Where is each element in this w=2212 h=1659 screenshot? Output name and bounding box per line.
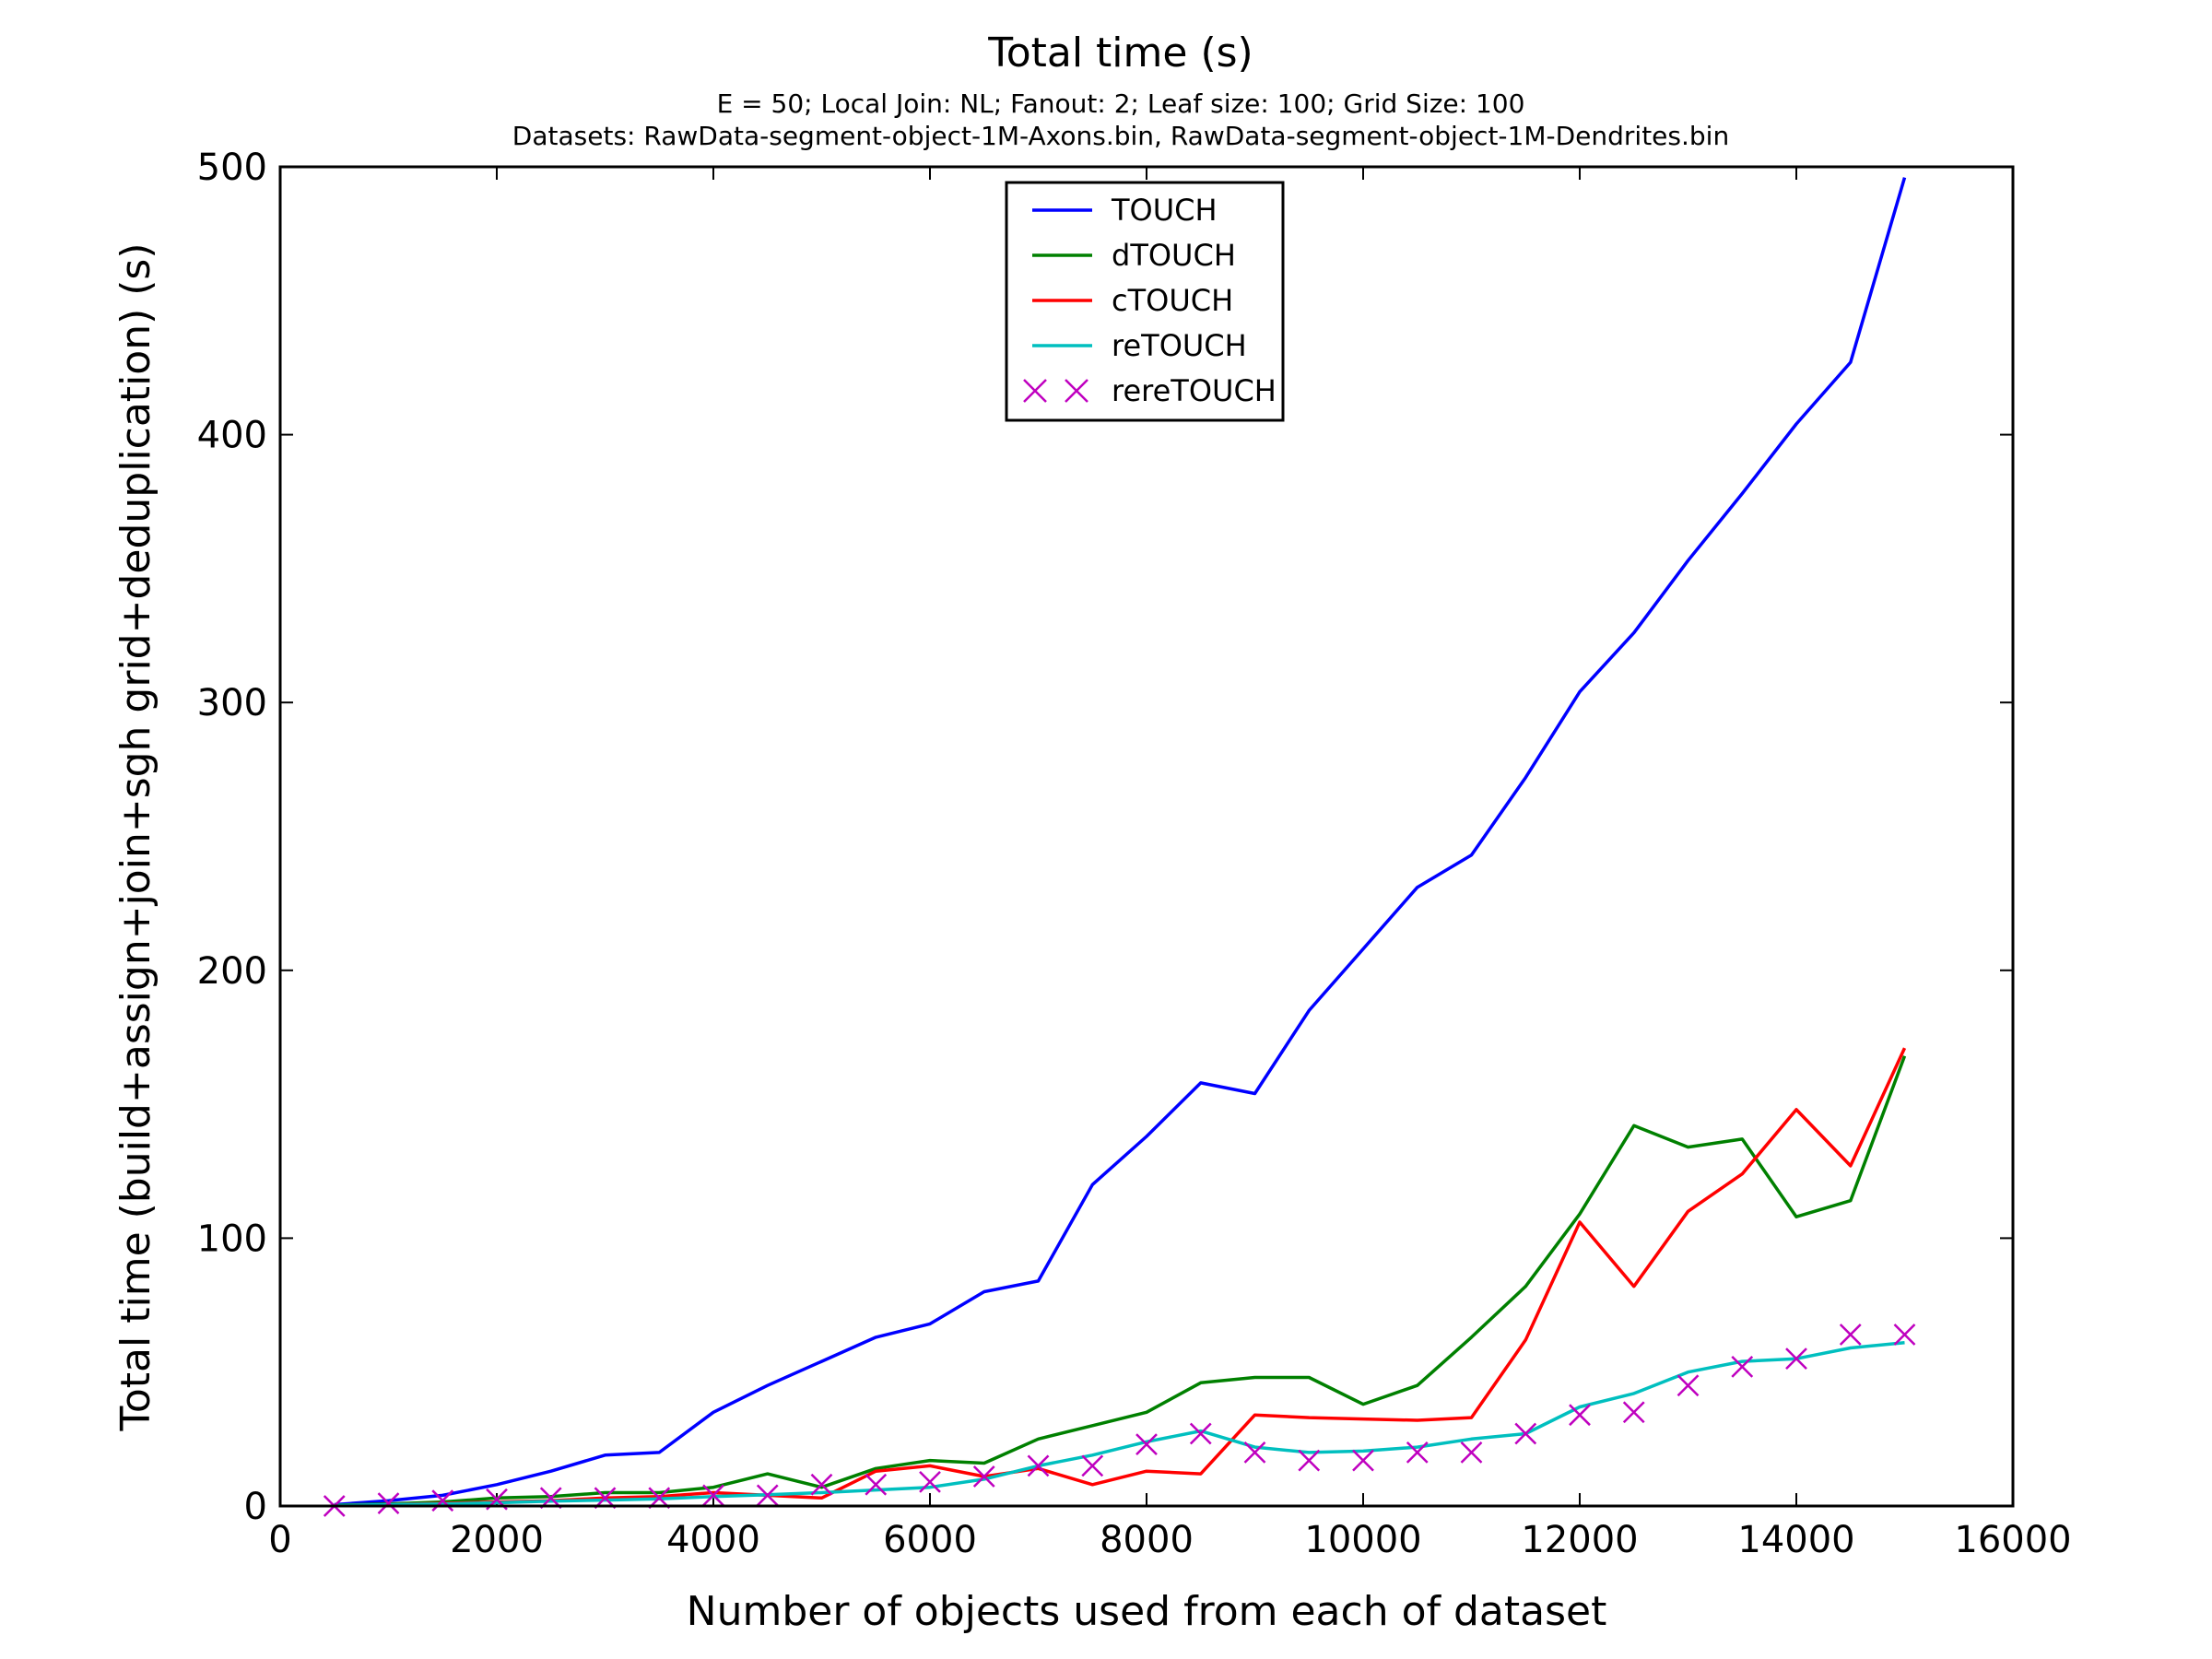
series-markers-reretouch xyxy=(323,1324,1916,1517)
data-point-reretouch xyxy=(972,1465,995,1488)
legend-label-retouch: reTOUCH xyxy=(1112,328,1247,363)
data-point-reretouch xyxy=(1677,1374,1700,1397)
data-point-reretouch xyxy=(1027,1454,1050,1477)
legend-label-dtouch: dTOUCH xyxy=(1112,238,1236,273)
data-point-reretouch xyxy=(756,1484,779,1507)
data-point-reretouch xyxy=(1460,1441,1483,1464)
data-point-reretouch xyxy=(919,1470,941,1493)
series-line-touch xyxy=(334,177,1907,1507)
data-point-reretouch xyxy=(1785,1347,1807,1371)
series-line-ctouch xyxy=(334,1047,1907,1508)
x-tick-label: 10000 xyxy=(1304,1519,1421,1561)
series-line-retouch xyxy=(334,1340,1905,1508)
legend: TOUCH dTOUCH cTOUCH reTOUCH rereTOUCH xyxy=(1005,181,1285,422)
series-layer xyxy=(323,177,1916,1517)
x-tick-label: 0 xyxy=(268,1519,291,1561)
y-tick-label: 400 xyxy=(197,415,267,457)
x-tick-label: 4000 xyxy=(666,1519,760,1561)
x-tick-label: 6000 xyxy=(883,1519,977,1561)
data-point-reretouch xyxy=(1081,1454,1104,1477)
data-point-reretouch xyxy=(702,1484,724,1507)
y-tick-label: 100 xyxy=(197,1218,267,1260)
chart-subtitle-line-2: Datasets: RawData-segment-object-1M-Axon… xyxy=(512,121,1729,151)
data-point-reretouch xyxy=(865,1473,888,1496)
y-tick-label: 500 xyxy=(197,147,267,189)
data-point-reretouch xyxy=(1514,1422,1537,1445)
data-point-reretouch xyxy=(1893,1324,1916,1346)
data-point-reretouch xyxy=(1622,1401,1645,1424)
x-tick-label: 2000 xyxy=(450,1519,544,1561)
series-line-dtouch xyxy=(334,1055,1907,1507)
y-tick-label: 300 xyxy=(197,682,267,724)
chart-title: Total time (s) xyxy=(987,29,1253,76)
data-point-reretouch xyxy=(1135,1433,1158,1456)
ticks-layer: 0 2000 4000 6000 8000 10000 12000 14000 16000 0 10… xyxy=(197,147,2072,1561)
data-point-reretouch xyxy=(1731,1356,1754,1378)
data-point-reretouch xyxy=(1298,1449,1321,1472)
legend-label-ctouch: cTOUCH xyxy=(1112,283,1233,318)
data-point-reretouch xyxy=(1406,1441,1429,1464)
y-tick-label: 200 xyxy=(197,950,267,993)
plot-frame xyxy=(278,165,2015,1508)
x-tick-label: 16000 xyxy=(1954,1519,2071,1561)
data-point-reretouch xyxy=(810,1473,833,1496)
data-point-reretouch xyxy=(377,1492,400,1514)
x-tick-label: 12000 xyxy=(1521,1519,1638,1561)
data-point-reretouch xyxy=(1243,1441,1266,1464)
data-point-reretouch xyxy=(1189,1422,1212,1445)
chart-subtitle-line-1: E = 50; Local Join: NL; Fanout: 2; Leaf … xyxy=(717,88,1525,119)
legend-label-touch: TOUCH xyxy=(1111,193,1218,228)
legend-swatch-reretouch xyxy=(1023,379,1088,403)
legend-label-reretouch: rereTOUCH xyxy=(1112,373,1277,408)
y-axis-label: Total time (build+assign+join+sgh grid+d… xyxy=(112,242,159,1431)
data-point-reretouch xyxy=(1569,1404,1591,1427)
data-point-reretouch xyxy=(1352,1449,1374,1472)
x-axis-label: Number of objects used from each of data… xyxy=(687,1588,1607,1635)
data-point-reretouch xyxy=(431,1489,454,1512)
x-tick-label: 14000 xyxy=(1737,1519,1854,1561)
x-tick-label: 8000 xyxy=(1100,1519,1194,1561)
data-point-reretouch xyxy=(1839,1324,1862,1346)
y-tick-label: 0 xyxy=(244,1486,267,1528)
